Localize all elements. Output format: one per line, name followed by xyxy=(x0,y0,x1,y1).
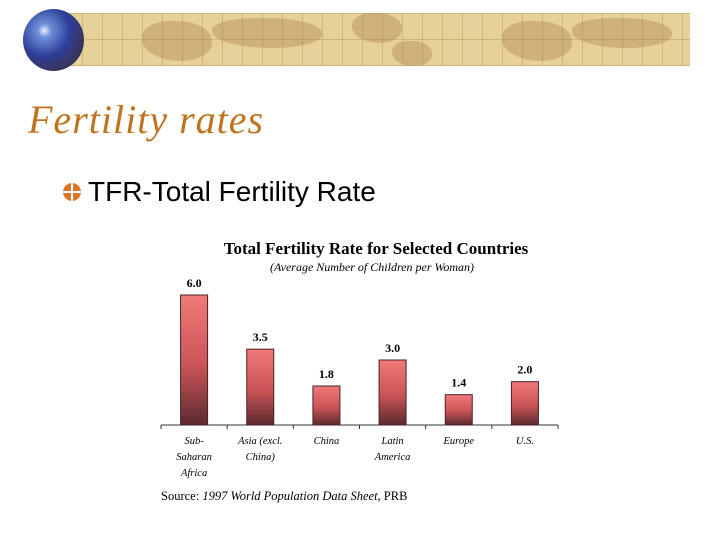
data-label: 1.4 xyxy=(451,376,466,390)
bar xyxy=(180,294,209,426)
chart-title: Total Fertility Rate for Selected Countr… xyxy=(224,239,529,258)
category-label: China xyxy=(314,436,340,447)
category-label: Europe xyxy=(442,436,474,447)
category-label: Asia (excl. xyxy=(237,436,282,447)
bar xyxy=(312,385,341,426)
bar xyxy=(444,394,473,426)
category-label: Africa xyxy=(180,468,207,479)
category-label: U.S. xyxy=(516,436,534,447)
crosshair-circle-icon xyxy=(63,183,81,201)
data-label: 2.0 xyxy=(517,363,532,377)
category-label: Saharan xyxy=(176,452,212,463)
category-label: China) xyxy=(246,452,276,463)
chart-source: Source: 1997 World Population Data Sheet… xyxy=(161,489,407,503)
bar xyxy=(378,359,407,426)
data-label: 1.8 xyxy=(319,367,334,381)
category-label: Sub- xyxy=(184,436,204,447)
category-label: America xyxy=(374,452,411,463)
world-map-banner xyxy=(62,13,690,66)
slide-title: Fertility rates xyxy=(28,97,265,142)
chart-subtitle: (Average Number of Children per Woman) xyxy=(270,260,474,274)
data-label: 3.0 xyxy=(385,341,400,355)
bar xyxy=(510,381,539,426)
bullet-text: TFR-Total Fertility Rate xyxy=(88,176,376,207)
data-label: 6.0 xyxy=(187,276,202,290)
category-label: Latin xyxy=(380,436,403,447)
globe-icon xyxy=(23,9,84,71)
data-label: 3.5 xyxy=(253,330,268,344)
bar xyxy=(246,348,275,426)
